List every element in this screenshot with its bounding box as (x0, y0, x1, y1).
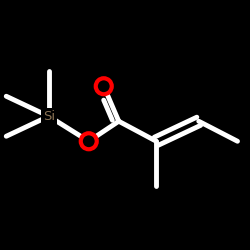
Text: Si: Si (43, 110, 55, 123)
Circle shape (83, 135, 95, 147)
Circle shape (98, 80, 110, 92)
